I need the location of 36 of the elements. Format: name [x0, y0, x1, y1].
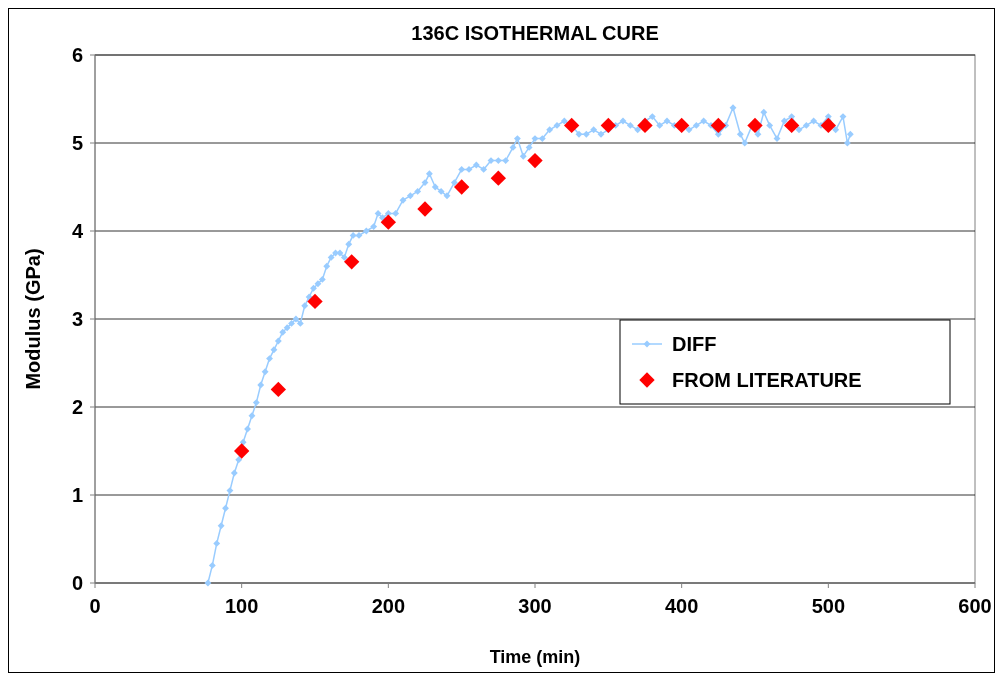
chart-title: 136C ISOTHERMAL CURE	[411, 22, 659, 44]
legend-label: FROM LITERATURE	[672, 369, 862, 391]
x-tick-label: 0	[89, 595, 101, 617]
point	[490, 170, 506, 186]
y-tick-label: 5	[71, 132, 83, 154]
point	[527, 152, 543, 169]
point	[417, 201, 433, 217]
legend-label: DIFF	[672, 333, 717, 355]
y-tick-label: 0	[71, 572, 83, 594]
point	[747, 117, 763, 134]
point	[344, 254, 360, 270]
point	[637, 117, 653, 134]
y-axis-title: Modulus (GPa)	[22, 248, 44, 390]
point	[674, 117, 690, 134]
x-axis-title: Time (min)	[489, 647, 581, 667]
x-tick-label: 100	[224, 595, 259, 617]
point	[564, 117, 580, 134]
y-tick-label: 3	[71, 308, 83, 330]
point	[380, 214, 396, 230]
point	[710, 117, 726, 134]
y-tick-label: 4	[71, 220, 84, 242]
point	[820, 117, 836, 134]
y-tick-label: 6	[71, 44, 83, 66]
x-tick-label: 600	[958, 595, 992, 617]
y-tick-label: 1	[71, 484, 83, 506]
point	[307, 293, 323, 310]
point	[600, 117, 616, 134]
y-tick-label: 2	[71, 396, 83, 418]
x-tick-label: 200	[371, 595, 406, 617]
point	[784, 117, 800, 134]
point	[270, 381, 286, 398]
point	[454, 179, 470, 195]
x-tick-label: 500	[811, 595, 846, 617]
point	[234, 443, 250, 459]
x-tick-label: 400	[664, 595, 699, 617]
x-tick-label: 300	[518, 595, 552, 617]
